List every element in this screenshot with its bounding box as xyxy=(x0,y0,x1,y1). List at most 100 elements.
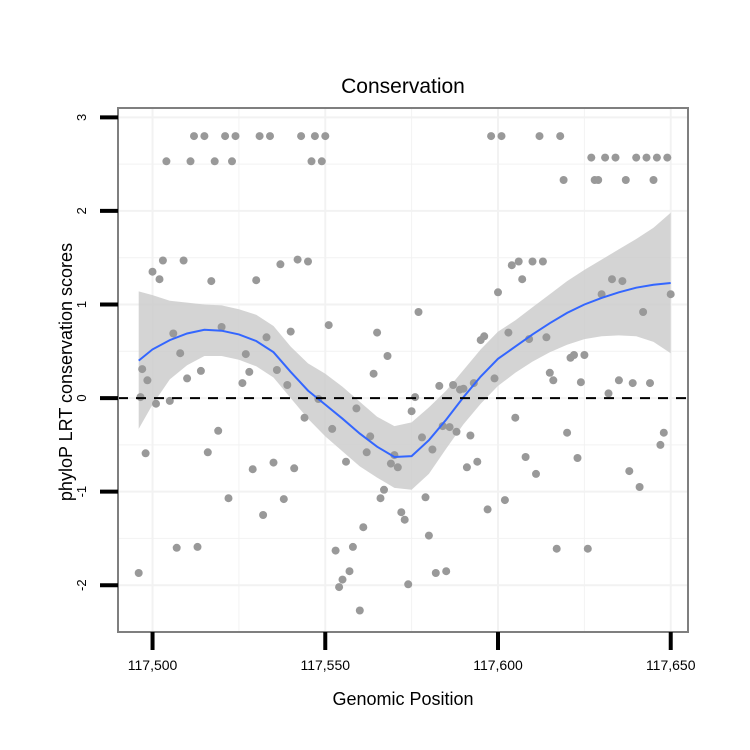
data-point xyxy=(656,440,665,449)
data-point xyxy=(328,424,337,433)
data-point xyxy=(152,399,160,408)
data-point xyxy=(383,352,392,360)
data-point xyxy=(259,511,268,519)
data-point xyxy=(183,374,192,383)
data-point xyxy=(255,132,264,141)
data-point xyxy=(490,374,499,383)
data-point xyxy=(369,369,378,378)
data-point xyxy=(452,427,461,436)
data-point xyxy=(155,275,164,284)
data-point xyxy=(445,423,454,432)
data-point xyxy=(210,157,219,166)
data-point xyxy=(435,381,444,390)
data-point xyxy=(338,575,347,584)
data-point xyxy=(559,176,568,184)
data-point xyxy=(449,381,458,389)
data-point xyxy=(404,580,413,589)
y-tick-label: -1 xyxy=(74,486,89,498)
data-point xyxy=(400,515,409,524)
data-point xyxy=(642,153,651,162)
data-point xyxy=(487,132,496,141)
data-point xyxy=(428,445,437,454)
data-point xyxy=(300,413,309,422)
data-point xyxy=(176,349,185,358)
data-point xyxy=(507,261,516,270)
data-point xyxy=(549,376,558,385)
data-point xyxy=(376,494,385,503)
data-point xyxy=(462,463,471,472)
data-point xyxy=(521,453,530,461)
data-point xyxy=(466,431,475,440)
data-point xyxy=(632,153,641,162)
data-point xyxy=(165,396,174,405)
data-point xyxy=(276,260,285,269)
data-point xyxy=(307,157,316,166)
data-point xyxy=(397,508,406,517)
y-tick-label: 3 xyxy=(74,114,89,121)
data-point xyxy=(535,132,544,141)
data-point xyxy=(286,327,295,336)
data-point xyxy=(207,277,216,286)
data-point xyxy=(604,389,613,398)
plot-frame xyxy=(117,107,689,633)
data-point xyxy=(659,428,668,437)
data-point xyxy=(614,376,623,385)
data-point xyxy=(649,176,658,184)
data-point xyxy=(556,132,565,141)
y-tick-label: 0 xyxy=(74,394,89,401)
data-point xyxy=(393,463,402,472)
data-point xyxy=(283,381,292,389)
data-point xyxy=(143,376,152,385)
y-axis-label: phyloP LRT conservation scores xyxy=(56,243,76,501)
data-point xyxy=(380,485,388,494)
data-point xyxy=(538,257,547,266)
data-point xyxy=(573,454,582,462)
data-point xyxy=(542,333,551,342)
data-point xyxy=(618,277,627,286)
data-point xyxy=(545,368,554,377)
data-point xyxy=(597,290,606,299)
data-point xyxy=(248,465,257,474)
data-point xyxy=(355,606,364,615)
data-point xyxy=(186,157,195,166)
data-point xyxy=(138,365,147,374)
data-point xyxy=(459,384,468,393)
data-point xyxy=(639,308,648,316)
data-point xyxy=(172,543,181,552)
data-point xyxy=(266,132,274,141)
data-point xyxy=(386,459,395,468)
data-point xyxy=(214,426,223,435)
data-point xyxy=(190,132,198,141)
data-point xyxy=(262,333,271,342)
data-point xyxy=(297,132,306,141)
x-tick-label: 117,500 xyxy=(128,657,178,673)
data-point xyxy=(345,567,354,576)
data-point xyxy=(252,276,261,285)
data-point xyxy=(431,569,440,577)
data-point xyxy=(666,290,675,299)
data-point xyxy=(611,153,620,162)
data-point xyxy=(514,257,523,266)
data-point xyxy=(304,257,312,266)
data-point xyxy=(480,332,489,341)
data-point xyxy=(366,432,375,441)
data-point xyxy=(342,457,350,466)
data-point xyxy=(348,542,357,551)
data-point xyxy=(245,367,254,376)
data-point xyxy=(193,542,202,551)
data-point xyxy=(196,366,205,375)
data-point xyxy=(563,428,572,437)
data-point xyxy=(473,457,482,466)
data-point xyxy=(269,458,278,467)
data-point xyxy=(628,379,637,388)
data-point xyxy=(200,132,209,141)
data-point xyxy=(272,366,281,374)
x-tick-label: 117,600 xyxy=(473,657,523,673)
data-point xyxy=(317,157,326,166)
data-point xyxy=(511,413,520,422)
data-point xyxy=(652,153,661,162)
data-point xyxy=(203,448,212,457)
data-point xyxy=(324,321,333,330)
data-point xyxy=(518,275,527,284)
